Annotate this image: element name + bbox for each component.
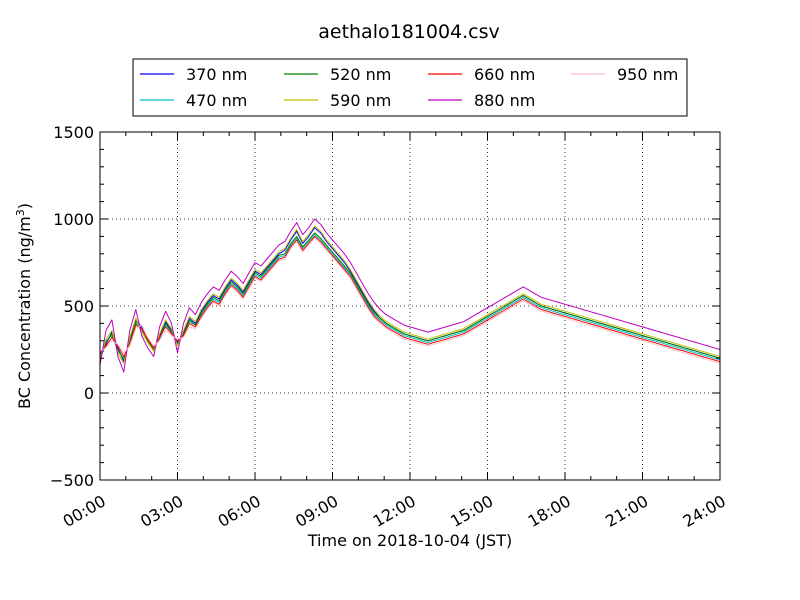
series-line-470-nm — [99, 234, 721, 361]
legend-entry: 520 nm — [284, 65, 391, 84]
y-axis-label-close: ) — [15, 203, 34, 209]
legend-label: 950 nm — [617, 65, 678, 84]
y-tick-label: 0 — [84, 384, 94, 403]
legend-label: 880 nm — [474, 91, 535, 110]
legend-label: 590 nm — [330, 91, 391, 110]
legend-entry: 880 nm — [428, 91, 535, 110]
y-axis-label-main: BC Concentration (ng/m — [15, 216, 34, 409]
y-tick-label: 1500 — [53, 123, 94, 142]
legend-label: 660 nm — [474, 65, 535, 84]
legend-entry: 470 nm — [140, 91, 247, 110]
x-axis-label: Time on 2018-10-04 (JST) — [307, 531, 512, 550]
y-tick-labels: −500 0 500 1000 1500 — [50, 123, 94, 490]
y-tick-label: −500 — [50, 471, 94, 490]
y-tick-label: 500 — [63, 297, 94, 316]
legend-label: 520 nm — [330, 65, 391, 84]
chart-title: aethalo181004.csv — [318, 21, 500, 43]
series-line-590-nm — [99, 225, 721, 364]
axis-ticks — [99, 131, 721, 481]
legend: 370 nm 470 nm 520 nm 590 nm 660 nm 880 nm 950 … — [132, 58, 688, 117]
y-axis-label: BC Concentration (ng/m3) — [14, 203, 34, 409]
legend-label: 470 nm — [186, 91, 247, 110]
legend-entry: 370 nm — [140, 65, 247, 84]
legend-box — [132, 58, 688, 117]
plot-lines — [99, 218, 721, 373]
series-line-950-nm — [99, 237, 721, 364]
series-line-880-nm — [99, 218, 721, 373]
legend-entry: 660 nm — [428, 65, 535, 84]
legend-entry: 590 nm — [284, 91, 391, 110]
y-tick-label: 1000 — [53, 210, 94, 229]
series-line-520-nm — [99, 232, 721, 361]
legend-entry: 950 nm — [571, 65, 678, 84]
series-line-660-nm — [99, 235, 721, 363]
legend-label: 370 nm — [186, 65, 247, 84]
y-axis-label-superscript: 3 — [14, 209, 27, 216]
